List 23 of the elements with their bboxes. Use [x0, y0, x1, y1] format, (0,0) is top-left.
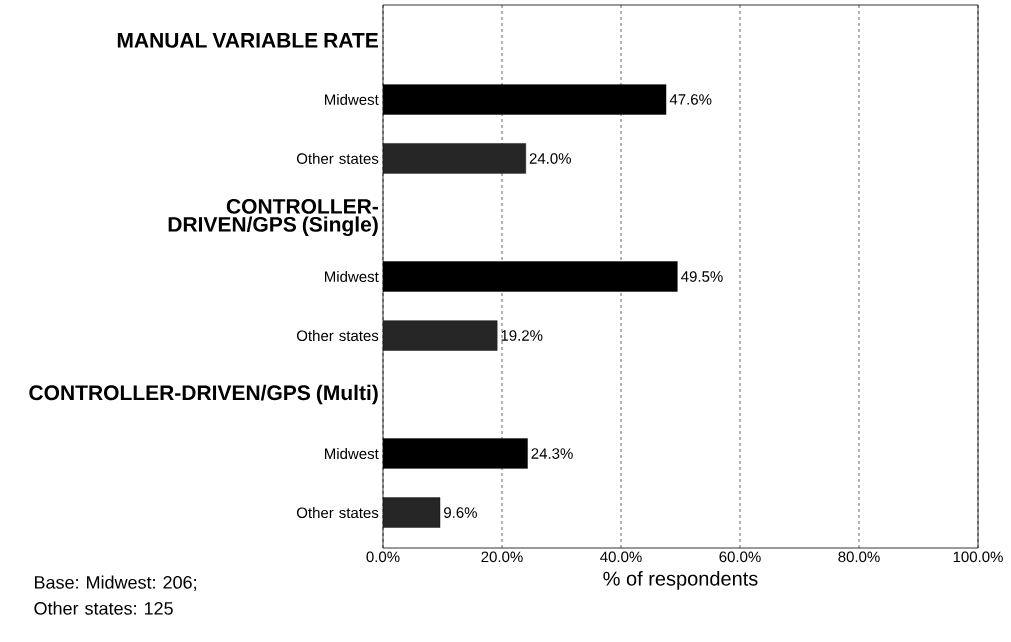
data-label: 47.6%	[669, 94, 712, 105]
data-label: 49.5%	[681, 271, 723, 282]
data-label: 24.0%	[529, 153, 571, 164]
x-tick-label: 0.0%	[366, 551, 400, 563]
text: Base: Midwest: 206; Other states: 125	[34, 575, 196, 615]
data-label: 19.2%	[501, 330, 543, 341]
y-tick-label: CONTROLLER-DRIVEN/GPS (Single)	[168, 198, 378, 237]
y-tick-label: Midwest	[325, 93, 379, 105]
x-tick-label: 100.0%	[953, 551, 1003, 563]
y-tick-label: Midwest	[325, 271, 379, 283]
y-tick-label: MANUAL VARIABLE RATE	[117, 33, 378, 48]
x-axis-title: % of respondents	[603, 571, 758, 590]
x-tick-label: 60.0%	[719, 551, 761, 563]
x-tick-label: 40.0%	[600, 551, 642, 563]
y-tick-label: CONTROLLER-DRIVEN/GPS (Multi)	[29, 384, 378, 405]
y-tick-label: Other states	[296, 330, 379, 342]
data-label: 24.3%	[531, 448, 573, 459]
y-tick-label: Other states	[296, 507, 379, 519]
data-label: 9.6%	[444, 507, 477, 518]
x-tick-label: 80.0%	[838, 551, 880, 563]
y-tick-label: Midwest	[325, 448, 379, 460]
x-tick-label: 20.0%	[481, 551, 523, 563]
y-tick-label: Other states	[296, 152, 379, 164]
